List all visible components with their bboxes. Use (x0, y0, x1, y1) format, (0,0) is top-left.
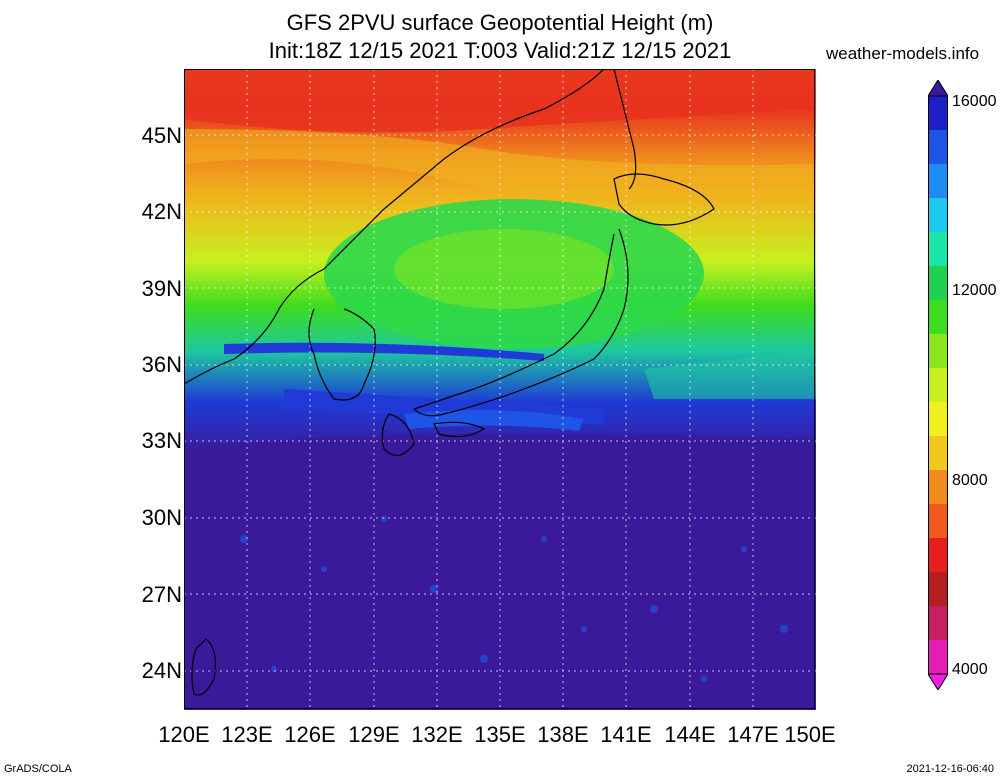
colorbar-label: 12000 (952, 282, 997, 299)
lon-label: 132E (411, 722, 463, 747)
lon-label: 129E (348, 722, 400, 747)
taiwan-coast (191, 638, 216, 696)
shikoku-coast (433, 421, 486, 438)
lon-label: 141E (600, 722, 652, 747)
lon-label: 150E (784, 722, 836, 747)
colorbar-segment (928, 640, 948, 675)
credit-label: weather-models.info (826, 44, 980, 63)
colorbar-segment (928, 164, 948, 199)
field-speckles (240, 516, 788, 682)
colorbar-segment (928, 368, 948, 403)
map-subtitle: Init:18Z 12/15 2021 T:003 Valid:21Z 12/1… (268, 38, 732, 63)
lon-label: 144E (664, 722, 716, 747)
colorbar-bottom-arrow (928, 673, 948, 690)
lon-label: 120E (158, 722, 210, 747)
colorbar-label: 16000 (952, 93, 997, 110)
lat-label: 36N (141, 352, 182, 377)
mainland-coast (184, 69, 605, 385)
lat-label: 33N (141, 428, 182, 453)
colorbar-top-arrow (928, 80, 948, 97)
lat-label: 45N (141, 123, 182, 148)
lat-label: 30N (141, 505, 182, 530)
field-cyan-patch (644, 349, 816, 399)
colorbar-segment (928, 606, 948, 641)
lat-label: 24N (141, 658, 182, 683)
colorbar-label: 8000 (952, 472, 988, 489)
graticule (184, 69, 816, 710)
lon-label: 123E (221, 722, 273, 747)
footer-right: 2021-12-16-06:40 (906, 763, 994, 775)
map-field-svg (184, 69, 816, 710)
colorbar-segment (928, 266, 948, 301)
lon-label: 126E (284, 722, 336, 747)
kyushu-coast (381, 413, 415, 456)
map-title: GFS 2PVU surface Geopotential Height (m) (286, 10, 714, 35)
lat-label: 27N (141, 582, 182, 607)
lat-label: 39N (141, 276, 182, 301)
colorbar (928, 80, 948, 690)
hokkaido-coast (613, 173, 715, 226)
map-plot (184, 69, 816, 710)
lon-label: 135E (474, 722, 526, 747)
colorbar-segment (928, 300, 948, 335)
field-blue-streak-3 (404, 410, 584, 431)
lon-label: 138E (537, 722, 589, 747)
sakhalin-coast (613, 69, 637, 190)
colorbar-segment (928, 504, 948, 539)
lon-label: 147E (727, 722, 779, 747)
colorbar-segment (928, 130, 948, 165)
footer-left: GrADS/COLA (4, 763, 72, 775)
colorbar-segment (928, 538, 948, 573)
field-blue-streak-1 (224, 342, 544, 361)
colorbar-segment (928, 96, 948, 131)
lat-label: 42N (141, 199, 182, 224)
coastlines (184, 69, 715, 696)
field-lime-core (394, 229, 614, 309)
colorbar-label: 4000 (952, 661, 988, 678)
colorbar-segment (928, 198, 948, 233)
honshu-coast (412, 228, 629, 417)
colorbar-segment (928, 232, 948, 267)
korea-coast (308, 308, 376, 401)
colorbar-outline (928, 95, 948, 675)
colorbar-segment (928, 572, 948, 607)
colorbar-segment (928, 470, 948, 505)
colorbar-segment (928, 402, 948, 437)
colorbar-segment (928, 334, 948, 369)
colorbar-segment (928, 436, 948, 471)
